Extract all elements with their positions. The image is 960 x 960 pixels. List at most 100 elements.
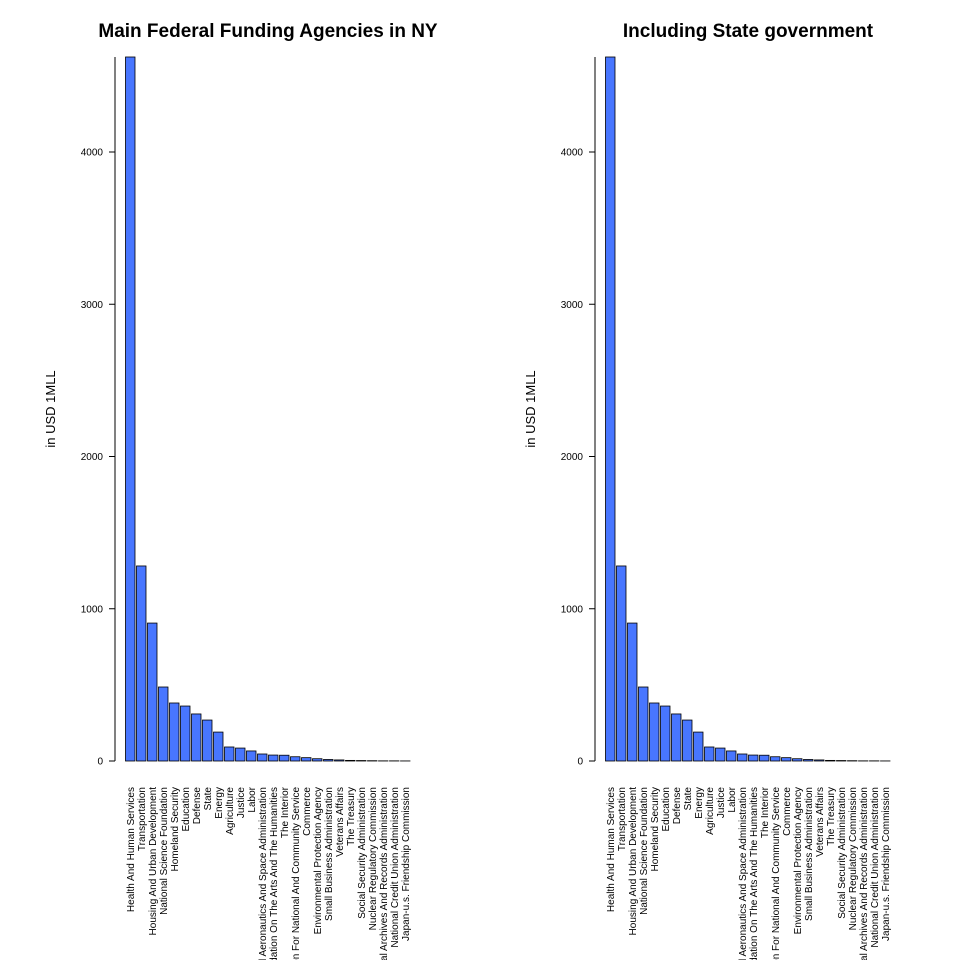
bar: [748, 754, 759, 762]
x-tick-label: Transportation: [617, 787, 628, 851]
x-tick-label: Energy: [214, 787, 225, 819]
x-tick-label: Health And Human Services: [606, 787, 617, 912]
x-tick-label: Small Business Administration: [804, 787, 815, 921]
x-tick-label: Agriculture: [225, 787, 236, 835]
x-tick-label: Housing And Urban Development: [628, 787, 639, 936]
bar: [605, 56, 616, 762]
bar: [345, 759, 356, 762]
x-tick-label: Labor: [727, 786, 738, 812]
y-axis-label: in USD 1MLL: [523, 370, 538, 447]
x-tick-label: Commerce: [782, 787, 793, 836]
x-tick-label: Defense: [672, 787, 683, 825]
y-tick-label: 3000: [561, 300, 584, 311]
bar: [290, 756, 301, 762]
bar: [737, 753, 748, 762]
x-tick-label: The Interior: [280, 786, 291, 838]
bar: [726, 750, 737, 762]
bar: [616, 565, 627, 762]
bar: [136, 565, 147, 762]
chart-title: Main Federal Funding Agencies in NY: [98, 21, 438, 42]
x-tick-label: Corporation For National And Community S…: [771, 787, 782, 960]
x-tick-label: Labor: [247, 786, 258, 812]
x-tick-label: National Credit Union Administration: [390, 787, 401, 948]
y-tick-label: 4000: [561, 148, 584, 159]
y-tick-label: 0: [577, 757, 583, 768]
x-tick-label: Defense: [192, 787, 203, 825]
bar: [257, 753, 268, 762]
bar: [627, 622, 638, 762]
x-tick-label: Education: [661, 787, 672, 831]
bar: [693, 731, 704, 762]
x-tick-label: National Credit Union Administration: [870, 787, 881, 948]
x-tick-label: The Interior: [760, 786, 771, 838]
x-tick-label: Small Business Administration: [324, 787, 335, 921]
x-tick-label: Veterans Affairs: [815, 787, 826, 857]
x-tick-label: Energy: [694, 787, 705, 819]
bar: [759, 754, 770, 762]
bar: [334, 759, 345, 762]
x-tick-label: National Foundation On The Arts And The …: [749, 787, 760, 960]
x-tick-label: Nuclear Regulatory Commission: [848, 787, 859, 930]
bar: [638, 686, 649, 762]
bar: [147, 622, 158, 762]
x-tick-label: Nuclear Regulatory Commission: [368, 787, 379, 930]
bar: [158, 686, 169, 762]
bar: [268, 754, 279, 762]
x-tick-label: Commerce: [302, 787, 313, 836]
x-tick-label: Environmental Protection Agency: [313, 787, 324, 934]
y-tick-label: 2000: [561, 452, 584, 463]
x-tick-label: National Science Foundation: [639, 787, 650, 915]
y-tick-label: 4000: [81, 148, 104, 159]
x-tick-label: Veterans Affairs: [335, 787, 346, 857]
bar: [814, 759, 825, 762]
bar: [671, 713, 682, 762]
y-tick-label: 0: [97, 757, 103, 768]
x-tick-label: Homeland Security: [650, 787, 661, 871]
x-tick-label: Japan-u.s. Friendship Commission: [401, 787, 412, 941]
bar: [202, 719, 213, 762]
x-tick-label: National Science Foundation: [159, 787, 170, 915]
x-tick-label: Social Security Administration: [837, 787, 848, 919]
x-tick-label: Housing And Urban Development: [148, 787, 159, 936]
bar: [301, 757, 312, 762]
bar: [660, 705, 671, 762]
x-tick-label: National Aeronautics And Space Administr…: [258, 787, 269, 960]
x-tick-label: The Treasury: [346, 787, 357, 846]
bar: [180, 705, 191, 762]
x-tick-label: Social Security Administration: [357, 787, 368, 919]
bar: [213, 731, 224, 762]
x-tick-label: Justice: [716, 787, 727, 819]
x-tick-label: Corporation For National And Community S…: [291, 787, 302, 960]
bar: [323, 759, 334, 762]
x-tick-label: Homeland Security: [170, 787, 181, 871]
x-tick-label: State: [203, 787, 214, 811]
x-tick-label: National Foundation On The Arts And The …: [269, 787, 280, 960]
x-tick-label: Environmental Protection Agency: [793, 787, 804, 934]
x-tick-label: Justice: [236, 787, 247, 819]
x-tick-label: Japan-u.s. Friendship Commission: [881, 787, 892, 941]
bar: [191, 713, 202, 762]
chart-title: Including State government: [623, 21, 874, 42]
bar: [803, 759, 814, 762]
x-tick-label: National Archives And Records Administra…: [379, 787, 390, 960]
x-tick-label: Education: [181, 787, 192, 831]
x-tick-label: National Aeronautics And Space Administr…: [738, 787, 749, 960]
x-tick-label: Agriculture: [705, 787, 716, 835]
bar: [682, 719, 693, 762]
y-tick-label: 2000: [81, 452, 104, 463]
bar: [235, 747, 246, 762]
bar: [825, 759, 836, 762]
x-tick-label: The Treasury: [826, 787, 837, 846]
x-tick-label: National Archives And Records Administra…: [859, 787, 870, 960]
bar: [169, 702, 180, 762]
bar: [781, 757, 792, 762]
bar: [649, 702, 660, 762]
bar: [704, 746, 715, 762]
bar: [792, 758, 803, 762]
bar: [312, 758, 323, 762]
x-tick-label: Transportation: [137, 787, 148, 851]
bar: [279, 754, 290, 762]
bar: [246, 750, 257, 762]
bar: [125, 56, 136, 762]
bar: [770, 756, 781, 762]
